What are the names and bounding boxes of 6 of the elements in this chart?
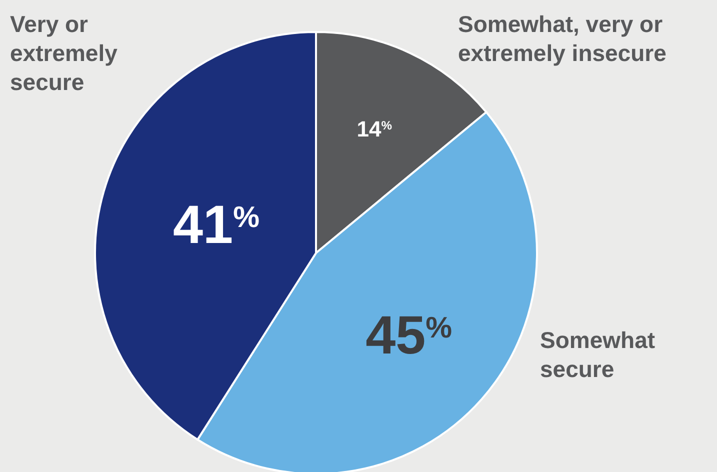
slice-label: Very or extremely secure (10, 11, 118, 95)
data-label: 45$^{%}$ (366, 306, 452, 366)
data-label: 14$^{%}$ (356, 116, 392, 142)
slice-label: Somewhat secure (540, 327, 656, 382)
data-label: 41$^{%}$ (173, 194, 260, 255)
slice-label: Somewhat, very or extremely insecure (458, 11, 666, 66)
